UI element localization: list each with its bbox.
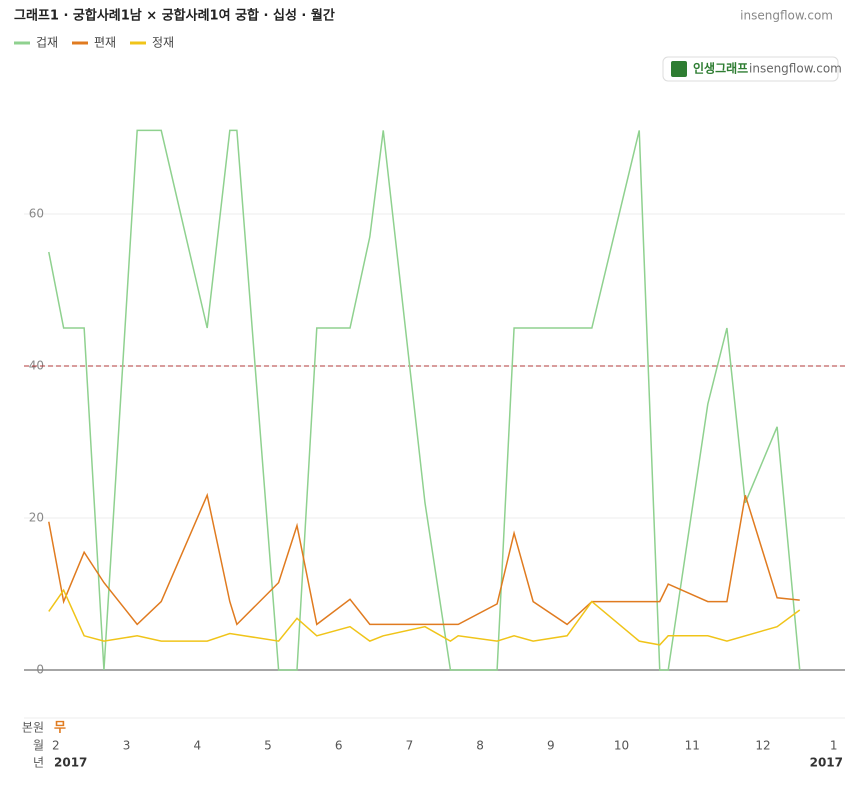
x-tick-label: 9 bbox=[547, 739, 555, 753]
row-label: 년 bbox=[33, 756, 44, 770]
x-tick-label: 3 bbox=[123, 739, 131, 753]
x-tick-label: 4 bbox=[193, 739, 201, 753]
x-tick-label: 7 bbox=[406, 739, 414, 753]
year-label: 2017 bbox=[54, 756, 87, 770]
legend-label: 정재 bbox=[152, 36, 174, 50]
x-tick-label: 1 bbox=[830, 739, 838, 753]
x-tick-label: 5 bbox=[264, 739, 272, 753]
year-label: 2017 bbox=[810, 756, 843, 770]
chart-title: 그래프1 · 궁합사례1남 × 궁합사례1여 궁합 · 십성 · 월간 bbox=[14, 8, 335, 24]
series-line bbox=[48, 129, 801, 671]
y-tick-label: 0 bbox=[36, 663, 44, 677]
x-tick-label: 10 bbox=[614, 739, 629, 753]
x-tick-label: 12 bbox=[755, 739, 770, 753]
badge-site: insengflow.com bbox=[749, 62, 842, 76]
source: insengflow.com bbox=[740, 9, 833, 23]
legend-label: 편재 bbox=[94, 36, 116, 50]
series-line bbox=[48, 492, 800, 626]
x-tick-label: 8 bbox=[476, 739, 484, 753]
legend-label: 겁재 bbox=[36, 36, 58, 50]
row-value: 무 bbox=[54, 721, 66, 736]
series-line bbox=[48, 588, 801, 646]
x-tick-label: 2 bbox=[52, 739, 60, 753]
row-label: 월 bbox=[33, 739, 44, 753]
badge bbox=[662, 56, 839, 82]
x-tick-label: 6 bbox=[335, 739, 343, 753]
row-label: 본원 bbox=[22, 721, 44, 735]
y-tick-label: 60 bbox=[29, 207, 44, 221]
x-tick-label: 11 bbox=[685, 739, 700, 753]
y-tick-label: 20 bbox=[29, 511, 44, 525]
badge-icon bbox=[671, 61, 687, 77]
badge-brand: 인생그래프 bbox=[693, 61, 748, 76]
